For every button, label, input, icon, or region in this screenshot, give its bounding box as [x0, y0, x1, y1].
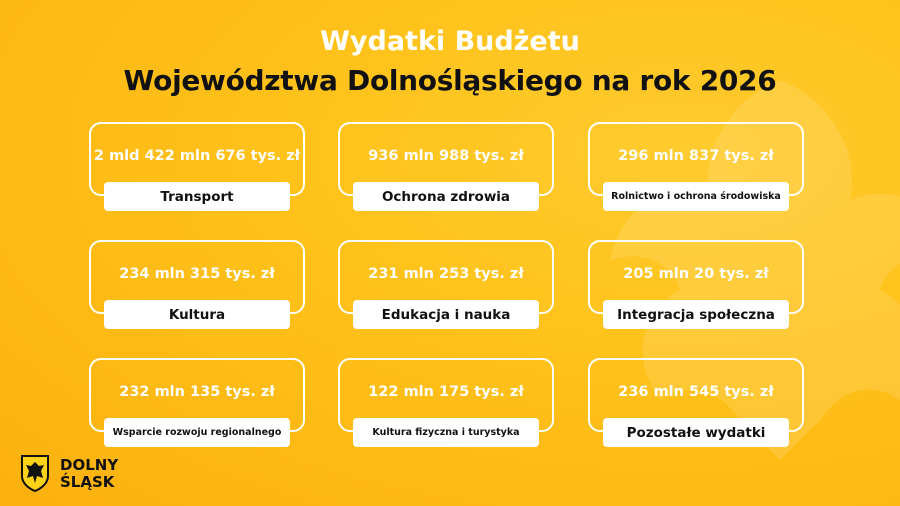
category-label: Ochrona zdrowia	[353, 182, 539, 211]
background-eagle	[610, 80, 900, 460]
amount: 122 mln 175 tys. zł	[368, 384, 524, 400]
category-label: Pozostałe wydatki	[603, 418, 789, 447]
logo-text: ŚLĄSK	[60, 473, 115, 491]
subtitle: Województwa Dolnośląskiego na rok 2026	[123, 64, 777, 97]
category-label: Wsparcie rozwoju regionalnego	[104, 418, 290, 447]
amount: 236 mln 545 tys. zł	[618, 384, 774, 400]
title: Wydatki Budżetu	[320, 26, 580, 57]
amount: 231 mln 253 tys. zł	[368, 266, 524, 282]
category-label: Rolnictwo i ochrona środowiska	[603, 182, 789, 211]
amount: 296 mln 837 tys. zł	[618, 148, 774, 164]
category-label: Integracja społeczna	[603, 300, 789, 329]
logo-text: DOLNY	[60, 456, 119, 474]
category-label: Transport	[104, 182, 290, 211]
category-label: Kultura	[104, 300, 290, 329]
amount: 2 mld 422 mln 676 tys. zł	[93, 148, 301, 164]
amount: 232 mln 135 tys. zł	[119, 384, 275, 400]
amount: 936 mln 988 tys. zł	[368, 148, 524, 164]
category-label: Edukacja i nauka	[353, 300, 539, 329]
category-label: Kultura fizyczna i turystyka	[353, 418, 539, 447]
logo-icon	[21, 455, 49, 492]
amount: 234 mln 315 tys. zł	[119, 266, 275, 282]
amount: 205 mln 20 tys. zł	[623, 266, 769, 282]
